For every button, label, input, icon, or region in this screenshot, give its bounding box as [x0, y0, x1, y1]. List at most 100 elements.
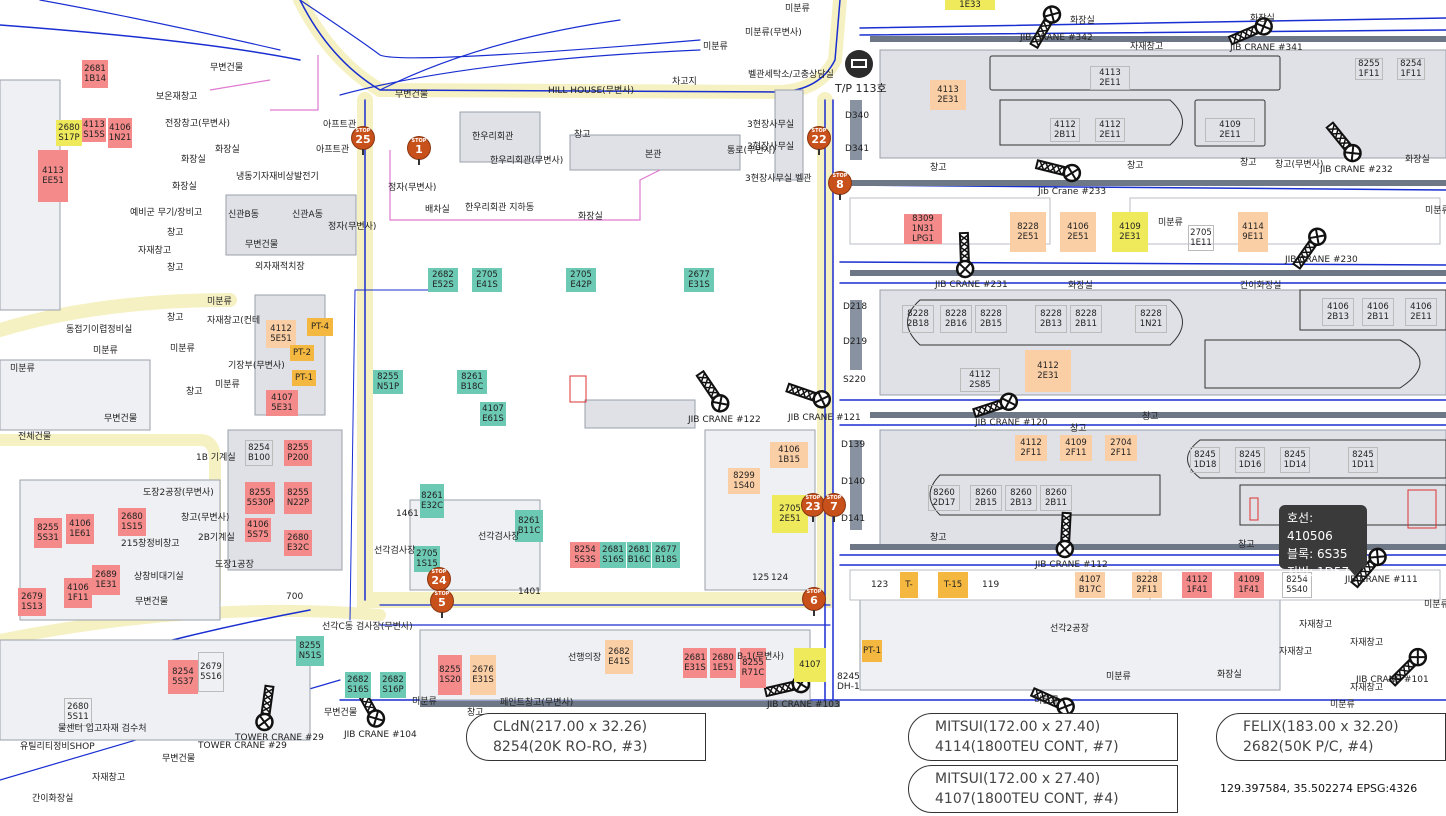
yard-block[interactable]: 8260 2B15 [970, 485, 1002, 511]
yard-block[interactable]: 8254 5S40 [1282, 572, 1312, 598]
yard-block[interactable]: 4106 5S75 [245, 518, 271, 542]
yard-block[interactable]: 4112 2E11 [1095, 118, 1125, 142]
yard-block[interactable]: 2679 5S16 [198, 652, 224, 692]
yard-block[interactable]: 8228 2B11 [1070, 305, 1102, 333]
bus-stop-marker[interactable]: 8 [829, 172, 851, 200]
yard-block[interactable]: 2705 1E11 [1188, 225, 1214, 251]
yard-block[interactable]: 4106 2E51 [1060, 212, 1096, 252]
yard-block[interactable]: 4112 5E51 [266, 320, 296, 348]
bus-stop-marker[interactable]: 1 [408, 137, 430, 165]
yard-block[interactable]: 4106 2B13 [1322, 298, 1354, 326]
bus-stop-marker[interactable]: 7 [823, 494, 845, 522]
yard-block[interactable]: 4107 B17C [1075, 572, 1105, 598]
yard-block[interactable]: 4112 2F11 [1015, 435, 1047, 461]
bus-stop-marker[interactable]: 5 [431, 590, 453, 618]
yard-block[interactable]: 8255 1F11 [1355, 58, 1383, 80]
yard-block[interactable]: 4106 1F11 [64, 578, 92, 608]
yard-block[interactable]: 2682 S16P [380, 672, 406, 698]
yard-block[interactable]: 4107 E61S [480, 402, 506, 426]
bus-stop-marker[interactable]: 25 [352, 127, 374, 155]
yard-block[interactable]: 4112 1F41 [1182, 572, 1212, 598]
yard-block[interactable]: 4113 S15S [82, 118, 106, 142]
yard-block[interactable]: 4113 EE51 [38, 150, 68, 202]
yard-block[interactable]: 8261 B18C [457, 370, 487, 394]
yard-block[interactable]: 2680 E32C [284, 530, 312, 556]
yard-block[interactable]: 8228 2B18 [902, 305, 934, 333]
yard-block[interactable]: 8254 B100 [245, 440, 273, 466]
yard-block[interactable]: 2680 1S15 [118, 508, 146, 536]
yard-block[interactable]: 8260 2D17 [928, 485, 960, 511]
yard-block[interactable]: 2682 E52S [428, 268, 458, 292]
yard-block[interactable]: 2679 1S13 [18, 588, 46, 616]
yard-block[interactable]: 8255 5S30P [245, 482, 275, 514]
yard-block[interactable]: 4112 2B11 [1050, 118, 1080, 142]
bus-stop-marker[interactable]: 6 [803, 588, 825, 616]
yard-block[interactable]: 2704 2F11 [1105, 435, 1137, 461]
yard-block[interactable]: 2682 S16S [345, 672, 371, 698]
yard-block[interactable]: 8228 2B15 [975, 305, 1007, 333]
yard-block[interactable]: 2681 S16S [600, 542, 626, 568]
yard-block[interactable]: 8254 5S3S [570, 542, 600, 568]
yard-block[interactable]: 2689 1E31 [92, 565, 120, 595]
yard-block[interactable]: 2677 E31S [684, 268, 714, 292]
yard-block[interactable]: 2680 5S11 [64, 698, 92, 726]
yard-block[interactable]: 4106 1N21 [108, 118, 132, 148]
yard-block[interactable]: 4106 1E61 [66, 514, 94, 544]
yard-block[interactable]: PT-1 [292, 370, 316, 386]
yard-block[interactable]: 2680 1E51 [710, 648, 736, 678]
yard-block[interactable]: 2705 1S15 [414, 546, 440, 572]
bus-stop-marker[interactable]: 23 [802, 494, 824, 522]
vessel-berth[interactable]: CLdN(217.00 x 32.26) 8254(20K RO-RO, #3) [466, 713, 706, 761]
yard-block[interactable]: T-15 [938, 572, 968, 598]
yard-block[interactable]: 8245 1D18 [1190, 447, 1220, 473]
yard-block[interactable]: 2682 E41S [605, 640, 633, 674]
yard-block[interactable]: 8261 E32C [420, 484, 444, 518]
yard-block[interactable]: 4109 1F41 [1234, 572, 1264, 598]
vessel-berth[interactable]: MITSUI(172.00 x 27.40) 4114(1800TEU CONT,… [908, 713, 1178, 761]
yard-block[interactable]: 8255 N51S [296, 636, 324, 666]
yard-block[interactable]: 2681 B16C [627, 542, 651, 568]
yard-block[interactable]: 8228 2F11 [1132, 572, 1162, 598]
yard-block[interactable]: 8255 5S31 [34, 518, 62, 548]
yard-block[interactable]: 8228 1N21 [1135, 305, 1167, 333]
yard-block[interactable]: 4106 2E11 [1405, 298, 1437, 326]
yard-block[interactable]: PT-4 [307, 318, 333, 336]
yard-block[interactable]: 8299 1S40 [728, 468, 760, 494]
yard-block[interactable]: 4106 1B15 [770, 442, 808, 468]
yard-block[interactable]: 8254 5S37 [168, 660, 198, 694]
yard-block[interactable]: 8255 R71C [740, 648, 766, 688]
yard-block[interactable]: 8309 1N31 LPG1 [904, 214, 942, 244]
yard-block[interactable]: 8255 N51P [373, 370, 403, 394]
yard-block[interactable]: 4109 2F11 [1060, 435, 1092, 461]
yard-block[interactable]: 2681 1B14 [82, 60, 108, 88]
yard-block[interactable]: 4113 2E31 [930, 80, 966, 110]
yard-block[interactable]: 8255 P200 [284, 440, 312, 466]
yard-block[interactable]: 8254 1F11 [1397, 58, 1425, 80]
yard-block[interactable]: PT-1 [862, 640, 882, 662]
yard-block[interactable]: T- [900, 572, 918, 598]
yard-block[interactable]: 2705 E41S [472, 268, 502, 292]
yard-block[interactable]: 4112 2E31 [1025, 350, 1071, 392]
bus-stop-marker[interactable]: 22 [808, 127, 830, 155]
yard-block[interactable]: 4107 5E31 [266, 390, 298, 416]
yard-block[interactable]: 2677 B18S [652, 542, 680, 568]
yard-block[interactable]: 8228 2B13 [1035, 305, 1067, 333]
yard-block[interactable]: PT-2 [290, 345, 314, 361]
yard-block[interactable]: 1E33 [945, 0, 995, 10]
yard-block[interactable]: 8261 B11C [515, 510, 543, 542]
yard-block[interactable]: 8260 2B11 [1040, 485, 1072, 511]
yard-block[interactable]: 4109 2E31 [1112, 212, 1148, 252]
yard-block[interactable]: 2676 E31S [470, 655, 496, 695]
yard-block[interactable]: 2705 E42P [566, 268, 596, 292]
yard-block[interactable]: 8228 2E51 [1010, 212, 1046, 252]
dock-marker-icon[interactable] [845, 50, 873, 78]
yard-block[interactable]: 8260 2B13 [1005, 485, 1037, 511]
yard-block[interactable]: 8245 1D14 [1280, 447, 1310, 473]
vessel-berth[interactable]: MITSUI(172.00 x 27.40) 4107(1800TEU CONT,… [908, 765, 1178, 813]
yard-block[interactable]: 8228 2B16 [940, 305, 972, 333]
yard-block[interactable]: 4114 9E11 [1238, 212, 1268, 252]
bus-stop-marker[interactable]: 24 [428, 568, 450, 596]
yard-block[interactable]: 4112 2S85 [960, 368, 1000, 392]
yard-block[interactable]: 2680 S17P [56, 120, 82, 146]
